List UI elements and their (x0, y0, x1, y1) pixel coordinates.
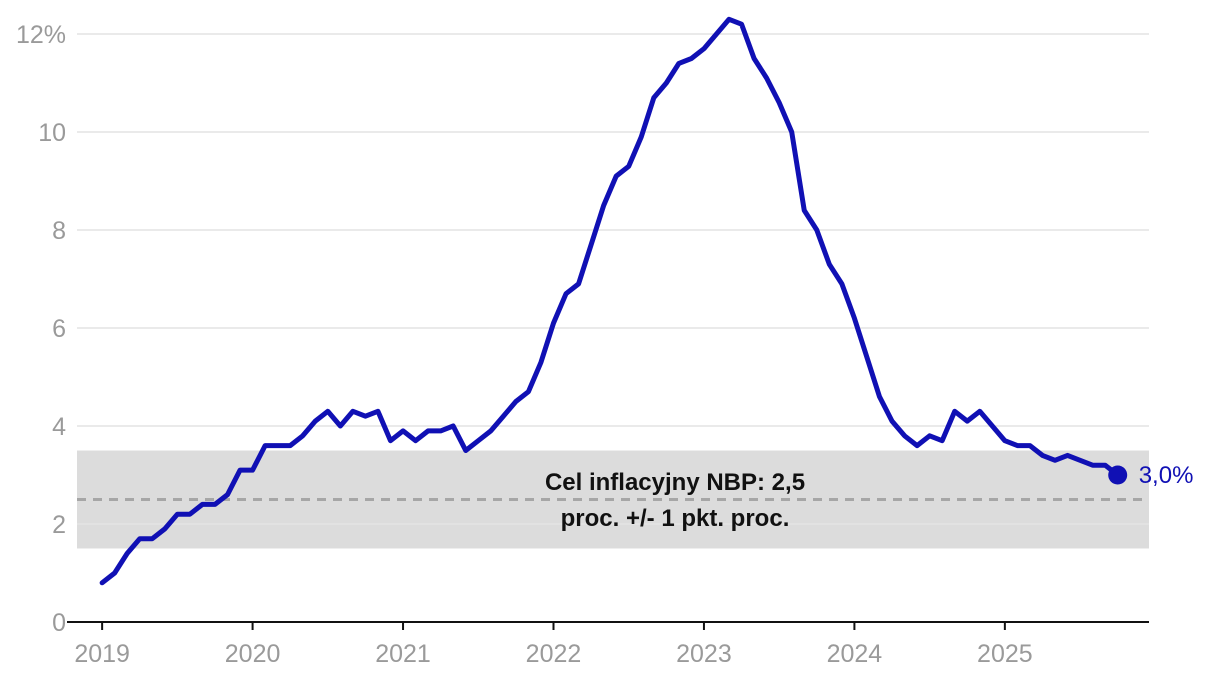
y-tick-label: 2 (52, 511, 66, 539)
y-tick-label: 10 (38, 119, 66, 147)
axes: 0 2 4 6 8 10 12% 2019 2020 2021 2022 2023 2024 2025 (16, 21, 1149, 668)
last-value-label: 3,0% (1139, 462, 1194, 489)
cpi-series-line (99, 16, 1121, 586)
x-tick-label: 2021 (375, 640, 431, 668)
x-tick-label: 2024 (827, 640, 883, 668)
target-band-label: Cel inflacyjny NBP: 2,5 (545, 469, 805, 496)
series-layer (99, 16, 1128, 586)
last-value-marker (1108, 465, 1128, 485)
y-tick-label: 6 (52, 315, 66, 343)
gridlines (77, 33, 1149, 525)
x-tick-label: 2019 (74, 640, 130, 668)
y-tick-label: 12% (16, 21, 66, 49)
x-tick-label: 2023 (676, 640, 732, 668)
x-tick-label: 2022 (526, 640, 582, 668)
y-tick-label: 0 (52, 609, 66, 637)
y-tick-label: 4 (52, 413, 66, 441)
target-band-label: proc. +/- 1 pkt. proc. (561, 505, 790, 532)
x-tick-label: 2020 (225, 640, 281, 668)
x-tick-label: 2025 (977, 640, 1033, 668)
y-tick-label: 8 (52, 217, 66, 245)
target-band-layer (77, 450, 1149, 549)
labels-layer: Cel inflacyjny NBP: 2,5 proc. +/- 1 pkt. … (545, 462, 1193, 532)
